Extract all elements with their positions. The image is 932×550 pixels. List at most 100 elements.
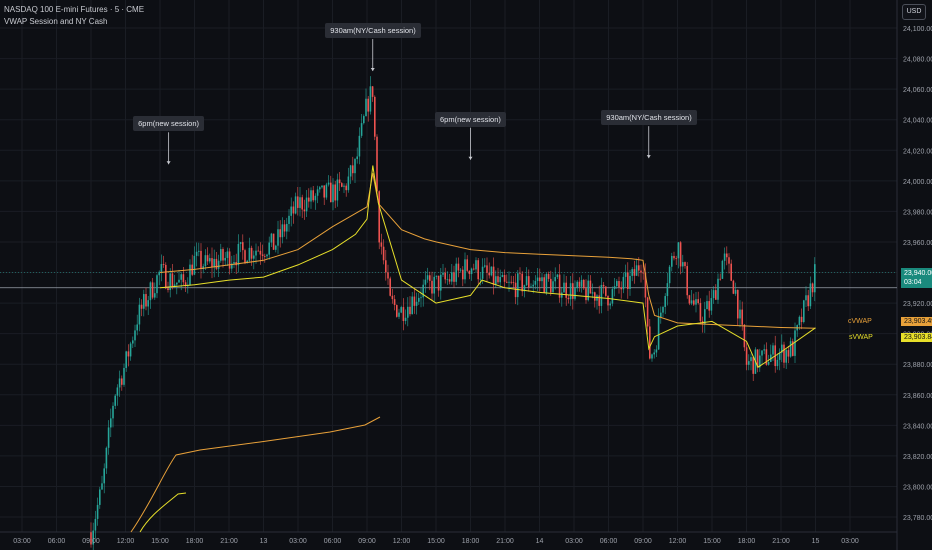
candle-body — [374, 96, 376, 137]
candle-body — [195, 251, 198, 256]
candle-body — [453, 272, 455, 282]
grid — [0, 0, 898, 550]
candle-body — [305, 197, 308, 212]
candle-body — [675, 258, 677, 260]
candle-body — [618, 281, 620, 288]
candle-body — [503, 275, 506, 282]
candle-body — [481, 266, 484, 279]
candle-body — [224, 257, 226, 261]
candle-body — [767, 361, 770, 365]
candle-body — [686, 266, 688, 296]
candle-body — [657, 317, 660, 350]
candle-body — [596, 295, 598, 301]
candle-body — [176, 282, 178, 285]
candle-body — [319, 187, 321, 190]
candle-body — [354, 159, 356, 174]
time-tick-label: 13 — [260, 538, 268, 545]
candle-body — [343, 185, 345, 187]
time-tick-label: 21:00 — [496, 538, 514, 545]
candle-body — [429, 275, 431, 281]
candle-body — [488, 272, 490, 276]
candle-body — [233, 262, 235, 264]
price-tick-label: 23,840.00 — [903, 423, 932, 430]
candle-body — [726, 253, 728, 258]
candle-body — [710, 298, 713, 311]
candle-body — [778, 352, 781, 360]
candle-body — [363, 116, 365, 124]
candle-body — [92, 530, 94, 545]
candle-body — [129, 343, 132, 357]
candle-body — [358, 135, 361, 157]
candle-body — [292, 206, 295, 214]
candle-body — [484, 265, 486, 267]
candle-body — [431, 280, 433, 294]
candle-body — [248, 247, 251, 261]
candle-body — [730, 263, 732, 281]
candle-body — [585, 288, 587, 301]
candle-body — [169, 273, 171, 291]
currency-button[interactable]: USD — [902, 4, 926, 20]
candle-body — [591, 292, 594, 294]
candle-body — [578, 281, 581, 287]
candle-body — [508, 281, 510, 283]
candle-body — [451, 272, 453, 282]
candle-body — [462, 269, 464, 280]
candle-body — [589, 280, 592, 294]
candle-body — [277, 229, 279, 246]
candle-body — [134, 330, 136, 341]
candle-body — [442, 272, 444, 275]
candle-body — [156, 275, 158, 294]
time-axis[interactable]: 03:00 06:00 09:00 12:00 15:00 18:00 21:00 13 03:… — [13, 538, 859, 545]
candle-body — [125, 351, 127, 368]
candle-body — [464, 259, 466, 280]
candle-body — [268, 242, 270, 255]
candle-body — [145, 294, 147, 307]
candle-body — [173, 284, 176, 287]
candle-body — [422, 284, 424, 298]
candle-body — [312, 190, 314, 201]
time-tick-label: 06:00 — [324, 538, 342, 545]
candle-body — [517, 273, 519, 298]
candle-body — [470, 268, 473, 275]
candle-body — [688, 295, 691, 304]
candle-body — [200, 250, 202, 270]
candle-body — [360, 123, 363, 136]
candle-body — [418, 297, 420, 302]
price-tick-label: 24,020.00 — [903, 148, 932, 155]
candle-body — [90, 532, 92, 545]
candle-body — [105, 447, 108, 469]
candle-body — [365, 98, 367, 117]
cvwap-value-tag: 23,903.49 — [901, 317, 932, 327]
candle-body — [781, 344, 783, 353]
candle-body — [228, 251, 231, 269]
time-tick-label: 18:00 — [738, 538, 756, 545]
candle-body — [541, 277, 543, 282]
candle-body — [792, 341, 794, 356]
candle-body — [684, 262, 686, 267]
candle-body — [222, 249, 224, 261]
annotation-label: 6pm(new session) — [133, 116, 204, 132]
candle-body — [629, 275, 631, 289]
candle-body — [118, 378, 121, 388]
candle-body — [275, 245, 277, 250]
price-tick-label: 23,860.00 — [903, 393, 932, 400]
candle-body — [651, 354, 653, 359]
candle-body — [717, 278, 719, 300]
candle-body — [387, 272, 389, 279]
candle-body — [785, 350, 787, 363]
annotation-arrow-head — [166, 161, 171, 165]
candle-body — [352, 165, 354, 174]
annotation-label: 930am(NY/Cash session) — [601, 110, 697, 126]
candle-body — [110, 418, 112, 428]
candle-body — [99, 489, 101, 505]
candle-body — [690, 300, 693, 304]
candle-body — [316, 189, 319, 196]
candle-body — [448, 279, 451, 282]
candle-body — [697, 299, 699, 304]
candle-body — [558, 274, 561, 298]
candle-body — [147, 300, 149, 307]
candle-body — [607, 295, 609, 306]
candle-body — [743, 324, 746, 348]
candle-body — [602, 284, 605, 287]
